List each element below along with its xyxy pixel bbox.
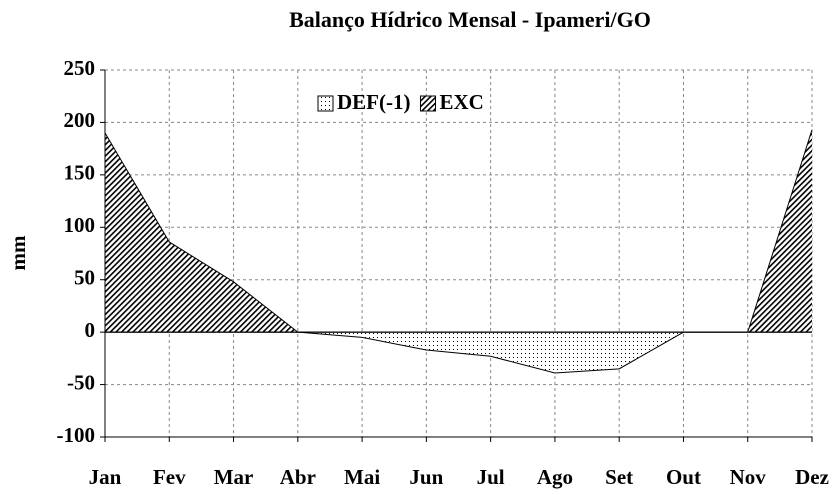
y-tick-label: -100 [57,423,96,447]
area-fill [105,332,812,374]
y-tick-label: 50 [74,266,95,290]
x-tick-label: Mai [344,465,380,489]
legend-swatch [317,95,334,112]
legend-swatch [419,95,436,112]
y-axis-label: mm [6,235,30,270]
x-tick-label: Jul [477,465,505,489]
x-tick-label: Mar [214,465,254,489]
x-tick-label: Dez [795,465,829,489]
x-tick-label: Nov [730,465,767,489]
x-tick-label: Jun [409,465,443,489]
legend-label: DEF(-1) [337,90,410,114]
y-tick-label: 100 [64,213,96,237]
y-tick-label: 0 [85,318,96,342]
x-tick-label: Out [666,465,701,489]
legend-label: EXC [439,90,483,114]
x-tick-label: Set [605,465,633,489]
x-tick-label: Jan [89,465,122,489]
chart-title: Balanço Hídrico Mensal - Ipameri/GO [289,7,651,32]
y-tick-label: 150 [64,161,96,185]
x-tick-label: Ago [537,465,573,489]
x-tick-label: Fev [153,465,186,489]
y-tick-label: 200 [64,108,96,132]
area-fill [105,129,812,333]
x-tick-label: Abr [280,465,316,489]
y-tick-label: -50 [67,370,95,394]
y-tick-label: 250 [64,56,96,80]
